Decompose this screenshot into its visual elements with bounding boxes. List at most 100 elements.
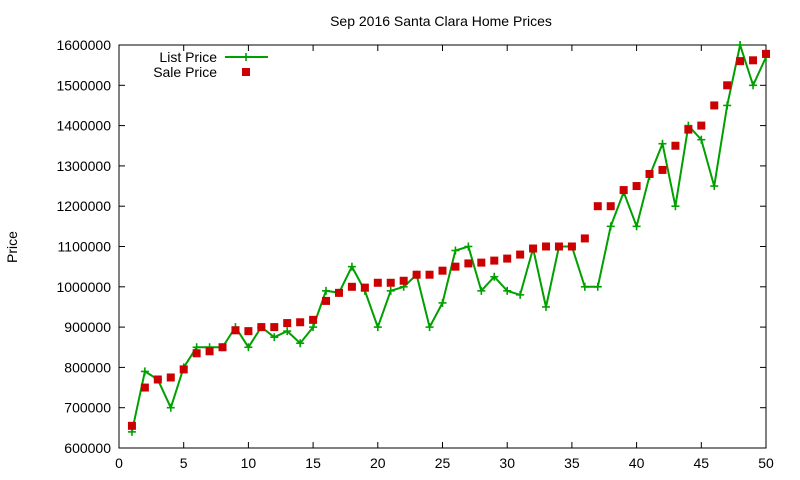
sale-price-point (386, 278, 395, 287)
x-tick-label: 30 (499, 455, 515, 471)
list-price-point (244, 343, 253, 352)
y-tick-label: 1300000 (56, 158, 111, 174)
sale-price-point (309, 315, 318, 324)
sale-price-point (645, 169, 654, 178)
list-price-point (632, 222, 641, 231)
sale-price-point (270, 323, 279, 332)
list-price-point (347, 262, 356, 271)
list-price-point (710, 182, 719, 191)
sale-price-point (464, 259, 473, 268)
sale-price-point (205, 347, 214, 356)
list-price-point (736, 41, 745, 49)
sale-price-point (542, 242, 551, 251)
sale-price-point (192, 349, 201, 358)
sale-price-point (593, 202, 602, 211)
list-price-point (490, 272, 499, 281)
list-price-point (322, 286, 331, 295)
sale-price-point (632, 182, 641, 191)
sale-price-point (658, 165, 667, 174)
y-tick-label: 1600000 (56, 37, 111, 53)
y-tick-label: 1100000 (58, 239, 112, 255)
list-price-point (658, 139, 667, 148)
x-tick-label: 50 (758, 455, 774, 471)
list-price-point (542, 302, 551, 311)
sale-price-point (283, 319, 292, 328)
sale-price-point (580, 234, 589, 243)
sale-price-point (749, 56, 758, 65)
legend-label: List Price (159, 49, 217, 65)
sale-price-point (412, 270, 421, 279)
sale-price-point (127, 421, 136, 430)
list-price-point (697, 135, 706, 144)
x-tick-label: 10 (241, 455, 257, 471)
series-1 (127, 49, 770, 430)
plot-frame (118, 44, 767, 449)
list-price-point (386, 286, 395, 295)
list-price-point (283, 327, 292, 336)
list-price-point (140, 367, 149, 376)
sale-price-point (438, 266, 447, 275)
x-tick-label: 20 (370, 455, 386, 471)
sale-price-point (671, 141, 680, 150)
sale-price-point (723, 81, 732, 90)
list-price-point (503, 286, 512, 295)
x-tick-label: 35 (564, 455, 580, 471)
list-price-point (270, 333, 279, 342)
y-tick-label: 1400000 (56, 118, 111, 134)
sale-price-point (179, 365, 188, 374)
list-price-point (749, 81, 758, 90)
legend-label: Sale Price (153, 64, 217, 80)
y-tick-label: 1000000 (56, 279, 111, 295)
list-price-point (451, 246, 460, 255)
sale-price-point (166, 373, 175, 382)
y-axis-ticks: 600000 700000 800000 900000 1000000 1100000 12… (56, 37, 766, 456)
sale-price-point (529, 244, 538, 253)
sale-price-point (606, 202, 615, 211)
list-price-point (477, 286, 486, 295)
x-tick-label: 45 (694, 455, 710, 471)
sale-price-point (736, 57, 745, 66)
y-tick-label: 700000 (64, 400, 111, 416)
list-price-point (723, 101, 732, 110)
x-axis-ticks: 0 5 10 15 20 25 30 35 40 45 50 (115, 45, 774, 471)
list-price-point (580, 282, 589, 291)
sale-price-point (697, 121, 706, 130)
list-price-point (671, 202, 680, 211)
sale-price-point (244, 327, 253, 336)
sale-price-point (296, 318, 305, 327)
list-price-point (309, 323, 318, 332)
y-tick-label: 800000 (64, 359, 111, 375)
list-price-point (425, 323, 434, 332)
sale-price-point (503, 254, 512, 263)
sale-price-point (762, 49, 770, 58)
list-price-point (373, 323, 382, 332)
list-price-point (166, 403, 175, 412)
sale-price-point (153, 375, 162, 384)
sale-price-point (490, 256, 499, 265)
sale-price-point (516, 250, 525, 259)
sale-price-point (477, 258, 486, 267)
sale-price-point (347, 282, 356, 291)
sale-price-point (554, 242, 563, 251)
y-axis-label: Price (4, 231, 20, 263)
sale-price-point (373, 278, 382, 287)
list-price-point (464, 242, 473, 251)
list-price-point (438, 298, 447, 307)
sale-price-point (218, 343, 227, 352)
list-price-line (130, 41, 767, 433)
sale-price-point (334, 288, 343, 297)
sale-price-point (567, 242, 576, 251)
x-tick-label: 5 (180, 455, 188, 471)
x-tick-label: 0 (115, 455, 123, 471)
sale-price-point (451, 262, 460, 271)
sale-price-point (425, 270, 434, 279)
sale-price-point (140, 383, 149, 392)
sale-price-point (322, 296, 331, 305)
x-tick-label: 25 (435, 455, 451, 471)
list-price-point (593, 282, 602, 291)
y-tick-label: 1500000 (56, 77, 111, 93)
legend-swatch-marker (242, 68, 250, 76)
x-tick-label: 15 (305, 455, 321, 471)
series-layer (127, 41, 770, 436)
